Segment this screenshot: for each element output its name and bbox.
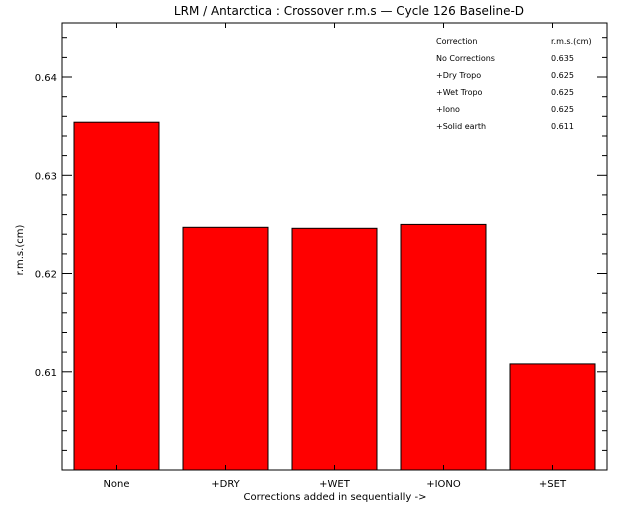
table-row-value: 0.611 xyxy=(551,122,574,131)
y-tick-label: 0.64 xyxy=(35,73,57,84)
table-row-value: 0.625 xyxy=(551,105,574,114)
bar xyxy=(73,121,160,471)
y-tick-label: 0.63 xyxy=(35,171,57,182)
y-axis-label: r.m.s.(cm) xyxy=(15,225,26,276)
x-tick-label: None xyxy=(103,479,129,490)
x-axis-label: Corrections added in sequentially -> xyxy=(244,492,427,503)
x-tick-label: +SET xyxy=(539,479,567,490)
bar xyxy=(400,223,487,471)
table-row-value: 0.625 xyxy=(551,88,574,97)
table-header-correction: Correction xyxy=(436,37,477,46)
x-tick-labels: None +DRY +WET +IONO +SET xyxy=(103,479,567,490)
table-row-value: 0.625 xyxy=(551,71,574,80)
x-tick-label: +DRY xyxy=(211,479,240,490)
table-row-label: No Corrections xyxy=(436,54,495,63)
table-row-label: +Solid earth xyxy=(436,122,486,131)
y-tick-labels: 0.61 0.62 0.63 0.64 xyxy=(35,73,57,379)
bar xyxy=(291,227,378,471)
y-tick-label: 0.62 xyxy=(35,270,57,281)
table-row-label: +Iono xyxy=(436,105,460,114)
chart-title: LRM / Antarctica : Crossover r.m.s — Cyc… xyxy=(174,4,524,18)
bar xyxy=(509,363,596,471)
x-tick-label: +IONO xyxy=(426,479,461,490)
table-row-value: 0.635 xyxy=(551,54,574,63)
annotation-table: Correction r.m.s.(cm) No Corrections 0.6… xyxy=(436,37,592,131)
bar xyxy=(182,226,269,471)
table-row-label: +Wet Tropo xyxy=(436,88,483,97)
tick-group xyxy=(62,23,607,471)
y-tick-label: 0.61 xyxy=(35,368,57,379)
bar-group xyxy=(73,121,596,471)
table-header-rms: r.m.s.(cm) xyxy=(551,37,592,46)
x-tick-label: +WET xyxy=(319,479,351,490)
table-row-label: +Dry Tropo xyxy=(436,71,481,80)
